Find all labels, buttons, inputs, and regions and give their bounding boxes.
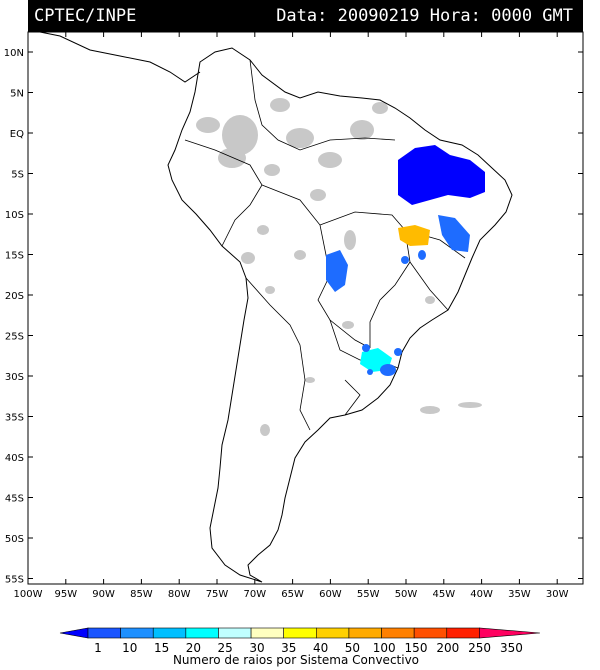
lon-label-45W: 45W (432, 589, 455, 600)
lat-label-55S: 55S (5, 575, 24, 586)
longitude-labels: 100W 95W 90W 85W 80W 75W 70W 65W 60W 55W 50W 45W 40W… (14, 589, 569, 600)
colorbar-label-30: 30 (249, 641, 264, 655)
colorbar-segment-9 (348, 627, 382, 639)
colorbar-segment-3 (152, 627, 187, 639)
lon-label-70W: 70W (243, 589, 266, 600)
colorbar-segment-7 (283, 627, 317, 639)
colorbar-segment-11 (413, 627, 448, 639)
lat-label-25S: 25S (5, 332, 24, 343)
lon-label-30W: 30W (546, 589, 569, 600)
colorbar-segment-10 (381, 627, 415, 639)
axis-ticks (27, 32, 583, 584)
system-small-2 (418, 250, 426, 260)
lat-label-10S: 10S (5, 210, 24, 221)
map-frame (27, 31, 584, 585)
colorbar-label-20: 20 (186, 641, 201, 655)
lon-label-40W: 40W (470, 589, 493, 600)
colorbar-left-arrow (59, 627, 89, 639)
colorbar-label-35: 35 (281, 641, 296, 655)
colorbar-label-150: 150 (405, 641, 428, 655)
colorbar-segment-12 (446, 627, 480, 639)
lon-label-75W: 75W (206, 589, 229, 600)
lat-label-35S: 35S (5, 413, 24, 424)
colorbar-label-50: 50 (345, 641, 360, 655)
system-small-1 (401, 256, 409, 264)
lon-label-100W: 100W (14, 589, 43, 600)
datetime-label: Data: 20090219 Hora: 0000 GMT (276, 6, 573, 26)
lat-label-5S: 5S (11, 170, 24, 181)
colorbar-label-100: 100 (373, 641, 396, 655)
lon-label-80W: 80W (168, 589, 191, 600)
lon-label-60W: 60W (319, 589, 342, 600)
lat-label-40S: 40S (5, 453, 24, 464)
lon-label-85W: 85W (130, 589, 153, 600)
colorbar-label-25: 25 (218, 641, 233, 655)
header-bar: CPTEC/INPE Data: 20090219 Hora: 0000 GMT (28, 0, 583, 32)
lat-label-20S: 20S (5, 291, 24, 302)
latitude-labels: 10N 5N EQ 5S 10S 15S 20S 25S 30S 35S 40S 45S 50S 55S (4, 48, 24, 586)
lat-label-EQ: EQ (10, 129, 24, 140)
lat-label-30S: 30S (5, 372, 24, 383)
agency-label: CPTEC/INPE (34, 6, 137, 26)
lon-label-55W: 55W (357, 589, 380, 600)
system-east (438, 215, 470, 252)
colorbar-label-40: 40 (313, 641, 328, 655)
colorbar-segment-6 (250, 627, 284, 639)
south-america-outline (167, 47, 513, 583)
system-south-2 (362, 344, 370, 352)
colorbar: 1 10 15 20 25 30 35 40 50 100 150 200 250 350 (59, 627, 541, 655)
lon-label-65W: 65W (281, 589, 304, 600)
lat-label-10N: 10N (4, 48, 24, 59)
system-orange (398, 225, 430, 246)
lat-label-50S: 50S (5, 534, 24, 545)
lat-label-5N: 5N (10, 89, 24, 100)
lon-label-90W: 90W (92, 589, 115, 600)
cloud-cover (196, 98, 482, 436)
system-northeast (398, 145, 485, 205)
convective-systems (326, 145, 485, 376)
lon-label-50W: 50W (395, 589, 418, 600)
system-central-blue (326, 250, 348, 292)
system-south-4 (367, 369, 373, 375)
system-south-3 (394, 348, 402, 356)
system-south-1 (380, 364, 396, 376)
colorbar-segment-8 (316, 627, 350, 639)
colorbar-segment-1 (87, 627, 121, 639)
colorbar-segment-2 (120, 627, 154, 639)
colorbar-label-10: 10 (122, 641, 137, 655)
colorbar-label-15: 15 (154, 641, 169, 655)
colorbar-label-1: 1 (94, 641, 102, 655)
colorbar-right-arrow (479, 627, 541, 639)
lon-label-35W: 35W (508, 589, 531, 600)
colorbar-label-250: 250 (468, 641, 491, 655)
lat-label-15S: 15S (5, 251, 24, 262)
lon-label-95W: 95W (54, 589, 77, 600)
colorbar-label-200: 200 (436, 641, 459, 655)
colorbar-title: Numero de raios por Sistema Convectivo (173, 653, 419, 667)
colorbar-segment-4 (185, 627, 219, 639)
central-america-outline (29, 29, 201, 83)
lat-label-45S: 45S (5, 494, 24, 505)
colorbar-label-350: 350 (500, 641, 523, 655)
colorbar-segment-5 (218, 627, 252, 639)
